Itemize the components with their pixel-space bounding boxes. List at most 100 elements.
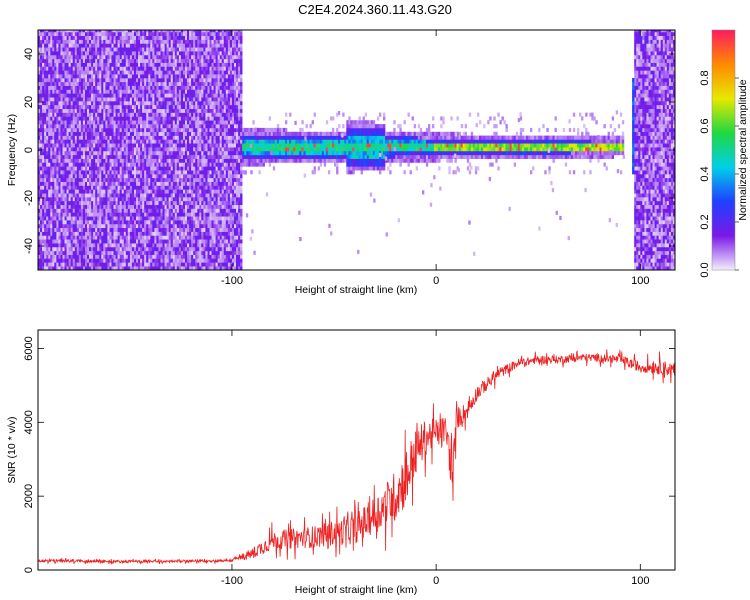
heatmap-cell xyxy=(103,147,106,152)
heatmap-cell xyxy=(50,104,53,110)
heatmap-cell xyxy=(187,97,190,102)
heatmap-cell xyxy=(162,243,165,248)
heatmap-cell xyxy=(101,166,104,171)
heatmap-cell xyxy=(46,266,49,270)
heatmap-cell xyxy=(101,193,104,198)
heatmap-cell xyxy=(191,197,194,202)
heatmap-cell xyxy=(93,55,96,60)
heatmap-cell xyxy=(148,104,151,110)
heatmap-cell xyxy=(101,151,104,156)
heatmap-cell xyxy=(40,43,43,48)
heatmap-cell xyxy=(127,124,131,129)
heatmap-cell xyxy=(85,204,88,209)
heatmap-cell xyxy=(160,93,163,98)
heatmap-cell xyxy=(52,208,55,213)
heatmap-cell xyxy=(78,78,82,83)
heatmap-cell xyxy=(191,154,194,159)
heatmap-cell xyxy=(144,116,147,121)
heatmap-cell xyxy=(119,170,123,175)
heatmap-cell xyxy=(125,223,129,229)
heatmap-cell xyxy=(66,231,69,236)
heatmap-cell xyxy=(91,200,94,206)
heatmap-cell xyxy=(56,181,59,186)
heatmap-cell xyxy=(158,85,161,90)
heatmap-cell xyxy=(48,147,51,152)
heatmap-cell xyxy=(105,223,108,229)
heatmap-cell xyxy=(91,174,94,179)
heatmap-cell xyxy=(119,216,123,221)
heatmap-cell xyxy=(40,116,43,121)
heatmap-cell xyxy=(38,227,41,232)
heatmap-cell xyxy=(103,58,106,63)
heatmap-cell xyxy=(170,120,174,125)
heatmap-cell xyxy=(166,250,169,255)
heatmap-cell xyxy=(111,204,114,209)
heatmap-cell xyxy=(48,177,51,182)
heatmap-cell xyxy=(95,216,98,221)
heatmap-cell xyxy=(91,254,94,259)
heatmap-cell xyxy=(185,158,188,163)
heatmap-cell xyxy=(172,89,176,94)
heatmap-cell xyxy=(183,55,186,60)
heatmap-cell xyxy=(197,258,200,263)
heatmap-cell xyxy=(152,193,155,198)
heatmap-cell xyxy=(166,262,169,267)
heatmap-cell xyxy=(152,116,155,121)
heatmap-cell xyxy=(180,147,184,152)
heatmap-cell xyxy=(107,208,110,213)
heatmap-cell xyxy=(178,85,182,90)
heatmap-cell xyxy=(50,143,53,148)
heatmap-cell xyxy=(80,239,84,244)
heatmap-cell xyxy=(197,55,200,60)
heatmap-cell xyxy=(189,120,192,125)
page-title: C2E4.2024.360.11.43.G20 xyxy=(298,2,452,17)
heatmap-cell xyxy=(170,174,174,179)
heatmap-cell xyxy=(82,243,86,248)
heatmap-cell xyxy=(103,170,106,175)
heatmap-cell xyxy=(70,127,74,133)
heatmap-cell xyxy=(95,43,98,48)
heatmap-cell xyxy=(138,47,141,52)
heatmap-cell xyxy=(119,250,123,255)
heatmap-cell xyxy=(99,58,102,63)
heatmap-cell xyxy=(164,74,167,79)
heatmap-cell xyxy=(150,258,153,263)
heatmap-cell xyxy=(42,216,45,221)
heatmap-cell xyxy=(99,85,102,90)
heatmap-cell xyxy=(76,85,80,90)
heatmap-cell xyxy=(99,143,102,148)
heatmap-cell xyxy=(44,58,47,63)
heatmap-cell xyxy=(127,135,131,140)
heatmap-cell xyxy=(158,74,161,79)
heatmap-cell xyxy=(95,227,98,232)
heatmap-cell xyxy=(152,227,155,232)
heatmap-cell xyxy=(136,70,139,75)
heatmap-cell xyxy=(99,181,102,186)
heatmap-cell xyxy=(140,223,143,229)
heatmap-cell xyxy=(162,124,165,129)
heatmap-cell xyxy=(164,174,167,179)
heatmap-cell xyxy=(38,185,41,190)
heatmap-cell xyxy=(197,177,200,182)
heatmap-cell xyxy=(158,254,161,259)
heatmap-cell xyxy=(68,151,71,156)
heatmap-cell xyxy=(138,30,141,33)
heatmap-cell xyxy=(158,200,161,206)
heatmap-cell xyxy=(91,185,94,190)
heatmap-cell xyxy=(174,189,178,194)
heatmap-cell xyxy=(60,143,63,148)
heatmap-cell xyxy=(154,35,157,40)
heatmap-cell xyxy=(85,127,88,133)
heatmap-cell xyxy=(156,120,159,125)
heatmap-cell xyxy=(148,147,151,152)
heatmap-cell xyxy=(68,193,71,198)
heatmap-cell xyxy=(40,204,43,209)
heatmap-cell xyxy=(42,158,45,163)
heatmap-cell xyxy=(140,81,143,86)
heatmap-cell xyxy=(66,85,69,90)
heatmap-cell xyxy=(156,31,159,37)
heatmap-cell xyxy=(76,31,80,37)
heatmap-cell xyxy=(144,124,147,129)
heatmap-cell xyxy=(115,62,118,67)
heatmap-cell xyxy=(66,151,69,156)
